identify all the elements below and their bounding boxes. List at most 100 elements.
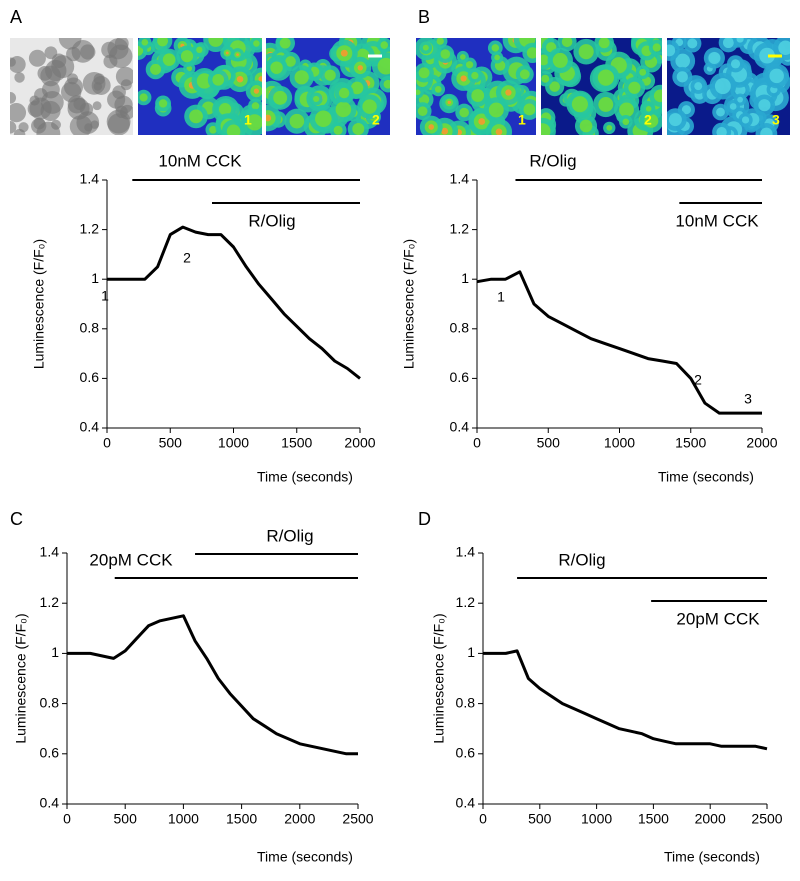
x-tick-label: 500	[528, 811, 552, 827]
cell-core	[418, 67, 430, 79]
cell-core	[352, 123, 365, 135]
cell-core	[708, 52, 721, 64]
cell-core	[628, 81, 641, 94]
cell-core	[465, 61, 474, 69]
cell	[28, 49, 46, 67]
panel-letter: D	[418, 509, 431, 529]
cell	[10, 103, 27, 123]
cell-core	[253, 40, 260, 47]
cell-hot	[253, 88, 260, 94]
cell-core	[289, 113, 305, 129]
y-tick-label: 1.4	[80, 171, 100, 187]
micrograph	[416, 38, 536, 135]
y-tick-label: 0.4	[450, 419, 470, 435]
cell-core	[676, 71, 688, 83]
y-tick-label: 1	[467, 644, 475, 660]
x-axis-title: Time (seconds)	[257, 469, 353, 485]
cell-core	[578, 44, 594, 60]
cell-core	[541, 123, 551, 135]
cell-core	[519, 69, 530, 80]
cell	[14, 72, 25, 83]
cell-core	[270, 61, 283, 74]
cell	[10, 57, 16, 67]
y-tick-label: 0.8	[456, 694, 476, 710]
cell	[29, 95, 40, 106]
x-tick-label: 2500	[342, 811, 373, 827]
treatment-label: R/Olig	[529, 151, 576, 170]
y-tick-label: 1	[51, 644, 59, 660]
cell	[76, 111, 100, 134]
cell-core	[598, 97, 614, 112]
image-label: 2	[372, 112, 380, 128]
x-tick-label: 0	[103, 435, 111, 451]
x-tick-label: 1000	[581, 811, 612, 827]
cell-core	[681, 105, 691, 115]
cell-hot	[225, 51, 229, 55]
cell-core	[338, 87, 350, 99]
cell-core	[526, 47, 536, 59]
cell-core	[212, 73, 225, 86]
y-tick-label: 0.4	[80, 419, 100, 435]
cell-core	[226, 124, 241, 135]
cell	[120, 79, 132, 91]
cell-core	[383, 79, 390, 89]
cell-core	[362, 99, 377, 114]
micrograph	[10, 38, 133, 135]
y-tick-label: 1.2	[40, 594, 60, 610]
trace	[67, 614, 358, 756]
panel-letter: B	[418, 7, 430, 27]
cell-core	[597, 69, 614, 86]
cell-hot	[428, 124, 435, 130]
cell-core	[619, 102, 634, 118]
y-tick-label: 0.6	[80, 369, 100, 385]
cell-core	[694, 82, 703, 91]
cell-core	[189, 109, 203, 124]
cell	[61, 81, 82, 103]
cell-hot	[447, 100, 451, 105]
micrograph	[266, 38, 390, 135]
cell-core	[196, 46, 203, 53]
cell	[10, 121, 17, 134]
x-tick-label: 1000	[218, 435, 249, 451]
y-tick-label: 1.4	[40, 544, 60, 560]
cell-hot	[258, 76, 262, 82]
cell-core	[541, 74, 550, 83]
cell	[92, 101, 102, 111]
cell-hot	[236, 53, 239, 56]
cell-hot	[340, 49, 348, 57]
y-tick-label: 1	[461, 270, 469, 286]
x-tick-label: 1000	[168, 811, 199, 827]
point-label: 2	[694, 372, 702, 388]
cell-core	[675, 53, 691, 69]
cell-core	[760, 127, 773, 135]
cell-core	[541, 54, 549, 66]
cell-hot	[495, 128, 503, 135]
x-tick-label: 0	[479, 811, 487, 827]
cell-core	[716, 126, 727, 135]
treatment-label: 20pM CCK	[89, 550, 173, 569]
cell-core	[315, 110, 332, 128]
cell-core	[416, 89, 421, 96]
treatment-label: 10nM CCK	[158, 151, 242, 170]
cell-core	[606, 124, 613, 131]
cell-core	[579, 119, 593, 133]
y-axis-title: Luminescence (F/F₀)	[431, 613, 447, 743]
x-tick-label: 500	[159, 435, 183, 451]
x-tick-label: 2000	[695, 811, 726, 827]
cell-core	[729, 103, 737, 110]
cell-core	[209, 125, 217, 134]
y-axis-title: Luminescence (F/F₀)	[401, 239, 417, 369]
cell-hot	[266, 114, 272, 122]
cell-core	[494, 54, 500, 61]
cell-core	[150, 63, 162, 75]
x-tick-label: 1500	[281, 435, 312, 451]
cell-core	[758, 99, 771, 112]
cell-core	[313, 95, 320, 103]
cell-core	[422, 44, 429, 51]
y-axis-title: Luminescence (F/F₀)	[31, 239, 47, 369]
y-tick-label: 1.4	[450, 171, 470, 187]
cell-core	[722, 38, 734, 49]
x-axis-title: Time (seconds)	[658, 469, 754, 485]
cell-core	[417, 106, 428, 116]
